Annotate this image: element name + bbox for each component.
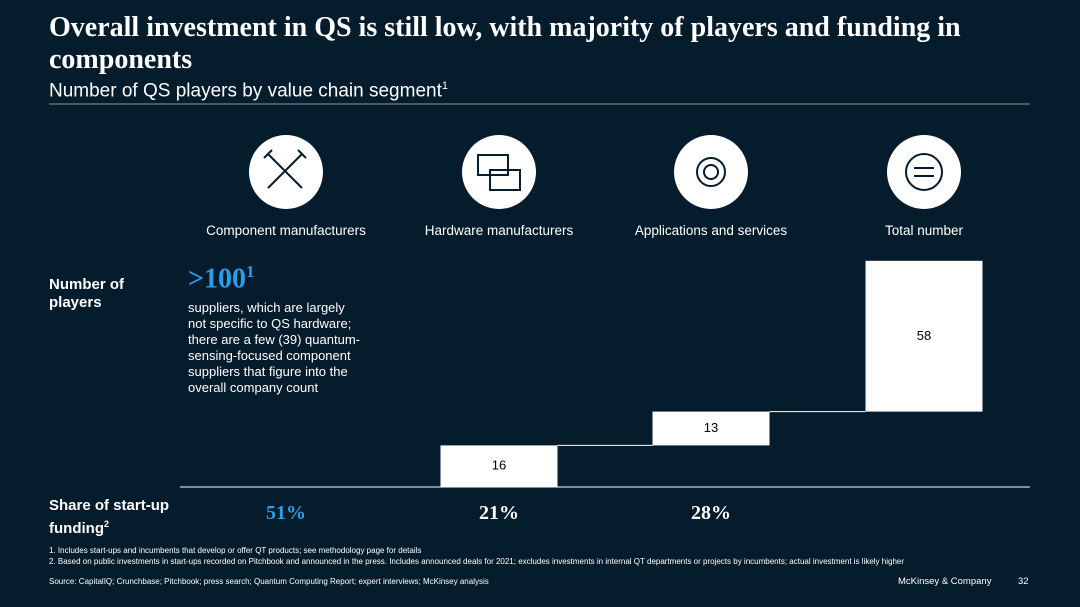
funding-value: 28% bbox=[691, 502, 731, 524]
source: Source: CapitalIQ; Crunchbase; Pitchbook… bbox=[49, 577, 489, 586]
subtitle-text: Number of QS players by value chain segm… bbox=[49, 80, 442, 102]
title: Overall investment in QS is still low, w… bbox=[49, 12, 961, 75]
column-header: Applications and services bbox=[634, 223, 788, 238]
bar bbox=[865, 260, 983, 412]
subtitle: Number of QS players by value chain segm… bbox=[49, 80, 448, 102]
footnote: 2. Based on public investments in start-… bbox=[49, 557, 904, 566]
bar bbox=[652, 411, 770, 446]
row-label-text: Share of start-up funding bbox=[49, 497, 170, 537]
column-header: Hardware manufacturers bbox=[424, 223, 574, 238]
component-value: >1001 bbox=[188, 262, 254, 295]
icons bbox=[249, 135, 961, 209]
funding-value: 21% bbox=[479, 502, 519, 524]
column-header: Total number bbox=[884, 223, 964, 238]
bar-label: 13 bbox=[704, 420, 718, 435]
column-header: Component manufacturers bbox=[206, 223, 366, 238]
bar-label: 58 bbox=[917, 328, 931, 343]
brand: McKinsey & Company bbox=[898, 576, 992, 587]
row-label-sup: 2 bbox=[103, 519, 109, 529]
footnote: 1. Includes start-ups and incumbents tha… bbox=[49, 546, 422, 555]
bar-label: 16 bbox=[492, 458, 506, 473]
row-label: Share of start-up funding2 bbox=[49, 497, 169, 538]
row-label: Number of players bbox=[49, 276, 124, 311]
component-value-text: >100 bbox=[188, 263, 246, 295]
page-number: 32 bbox=[1018, 576, 1029, 587]
component-sup: 1 bbox=[245, 262, 255, 281]
subtitle-sup: 1 bbox=[441, 80, 448, 92]
component-note: suppliers, which are largely not specifi… bbox=[188, 300, 360, 395]
bar bbox=[440, 445, 558, 487]
funding-value: 51% bbox=[266, 502, 306, 524]
